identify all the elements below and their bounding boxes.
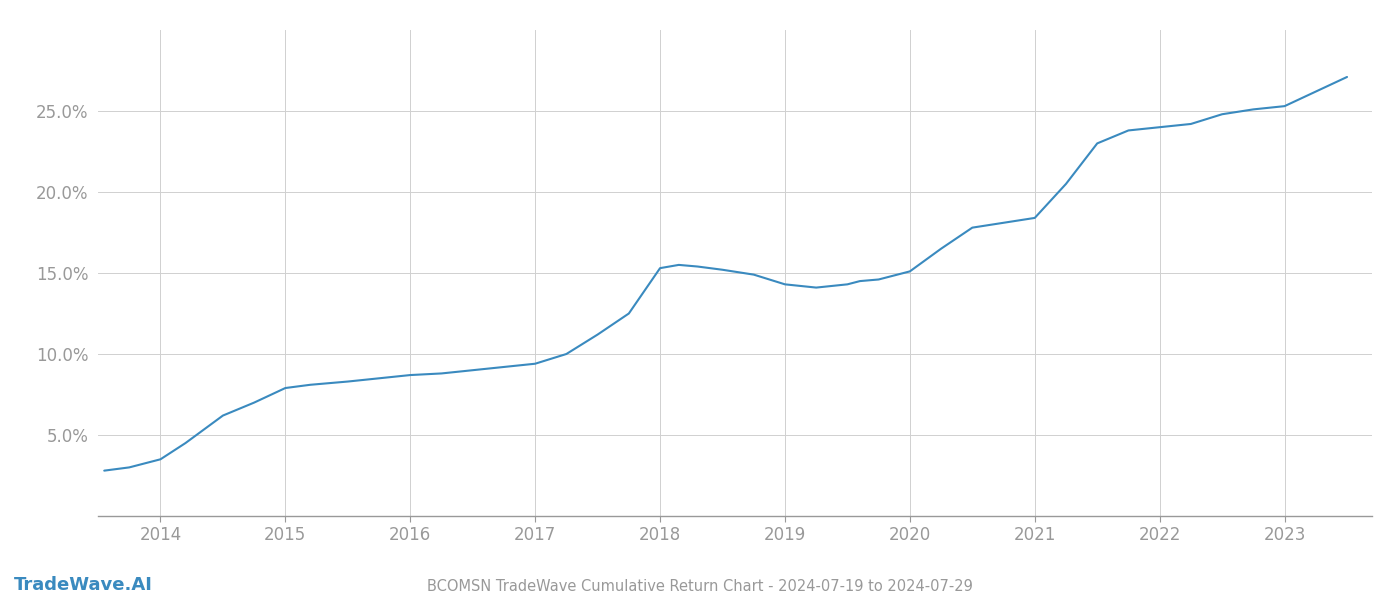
Text: BCOMSN TradeWave Cumulative Return Chart - 2024-07-19 to 2024-07-29: BCOMSN TradeWave Cumulative Return Chart… bbox=[427, 579, 973, 594]
Text: TradeWave.AI: TradeWave.AI bbox=[14, 576, 153, 594]
